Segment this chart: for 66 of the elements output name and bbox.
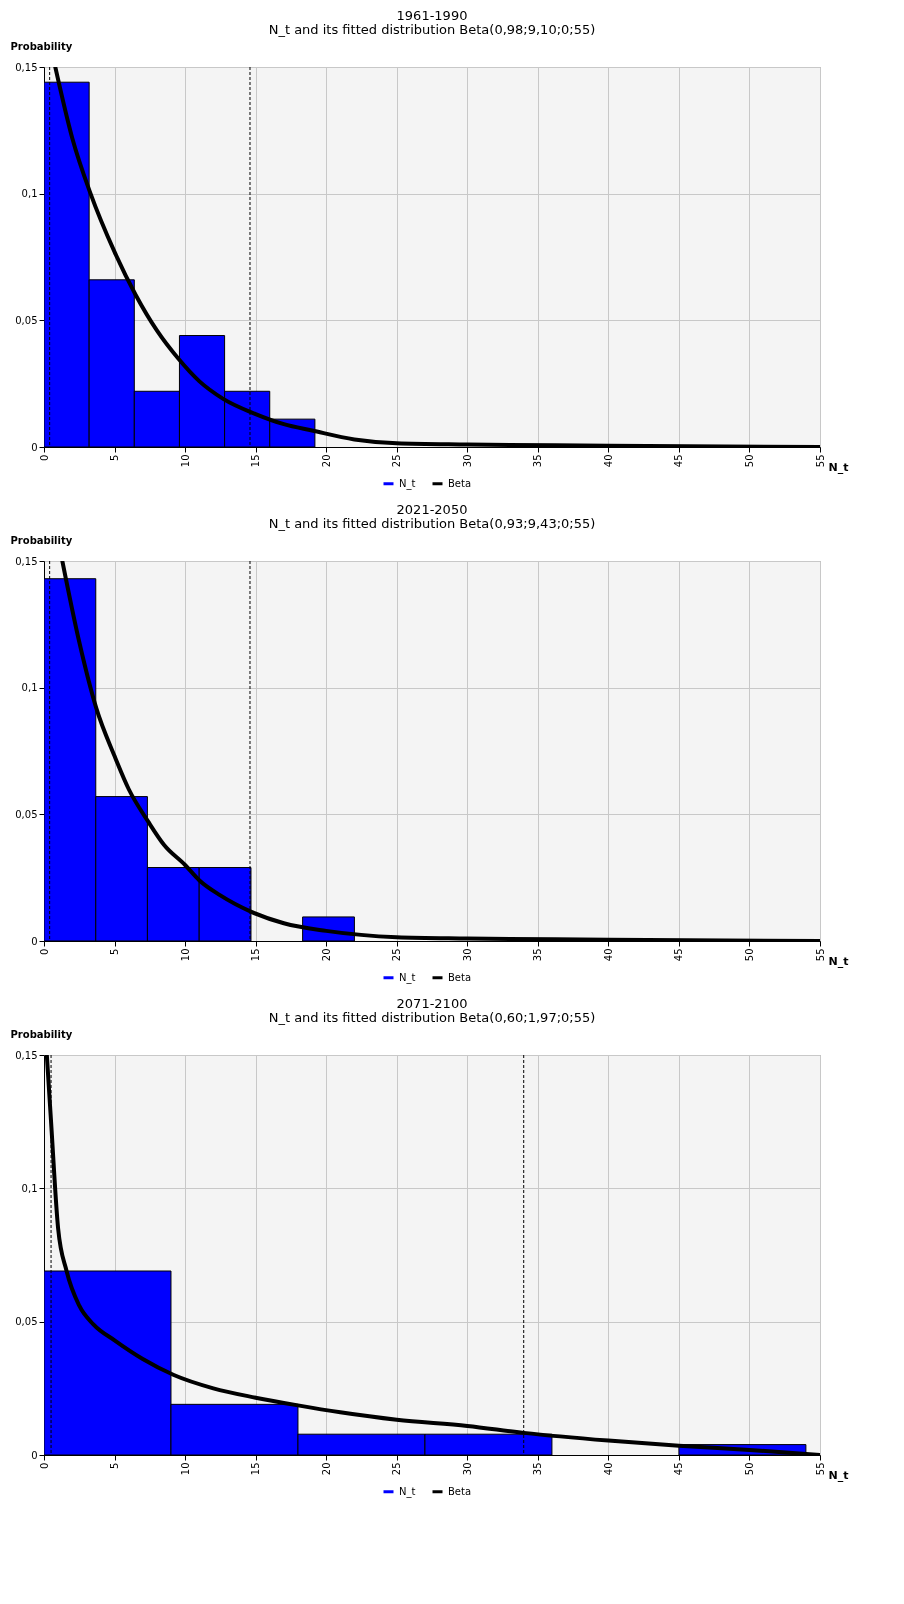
y-tick-label: 0,05 <box>15 1316 38 1328</box>
x-tick-label: 0 <box>38 454 50 461</box>
x-tick-label: 35 <box>532 948 544 962</box>
x-tick-label: 15 <box>250 1462 262 1476</box>
x-tick-label: 45 <box>673 454 685 468</box>
x-tick-label: 20 <box>320 1462 332 1476</box>
x-tick-label: 15 <box>250 948 262 962</box>
x-tick-label: 50 <box>743 1462 755 1476</box>
x-tick-label: 35 <box>532 1462 544 1476</box>
x-tick-label: 40 <box>602 1462 614 1476</box>
x-axis-title: N_t <box>828 460 849 474</box>
x-tick-label: 0 <box>38 1462 50 1469</box>
x-tick-label: 30 <box>461 948 473 962</box>
legend-label: Beta <box>448 971 472 983</box>
x-tick-label: 55 <box>814 948 826 962</box>
y-tick-label: 0,05 <box>15 808 38 820</box>
y-tick-label: 0,05 <box>15 314 38 326</box>
x-tick-label: 5 <box>109 1462 121 1469</box>
y-tick-label: 0 <box>31 935 38 947</box>
x-tick-label: 0 <box>38 948 50 955</box>
x-axis-title: N_t <box>828 954 849 968</box>
x-tick-label: 25 <box>391 454 403 468</box>
y-tick-label: 0,15 <box>15 555 38 567</box>
legend-label: Beta <box>448 1485 472 1497</box>
y-axis-title: Probability <box>10 1028 73 1040</box>
x-tick-label: 55 <box>814 1462 826 1476</box>
y-tick-label: 0,1 <box>21 1182 38 1194</box>
x-tick-label: 45 <box>673 1462 685 1476</box>
y-tick-label: 0 <box>31 1449 38 1461</box>
y-axis-title: Probability <box>10 534 73 546</box>
x-tick-label: 30 <box>461 454 473 468</box>
x-tick-label: 20 <box>320 454 332 468</box>
chart-subtitle: N_t and its fitted distribution Beta(0,93;9,43;0;55) <box>268 516 596 531</box>
x-tick-label: 35 <box>532 454 544 468</box>
x-tick-label: 40 <box>602 454 614 468</box>
chart-title: 1961-1990 <box>396 8 468 23</box>
x-tick-label: 25 <box>391 1462 403 1476</box>
chart-title: 2021-2050 <box>396 502 468 517</box>
x-tick-label: 40 <box>602 948 614 962</box>
legend-label: N_t <box>399 477 416 490</box>
chart-subtitle: N_t and its fitted distribution Beta(0,98;9,10;0;55) <box>268 22 596 37</box>
x-tick-label: 45 <box>673 948 685 962</box>
y-axis-title: Probability <box>10 40 73 52</box>
y-tick-label: 0,1 <box>21 682 38 694</box>
x-tick-label: 5 <box>109 454 121 461</box>
y-tick-label: 0 <box>31 441 38 453</box>
y-tick-label: 0,1 <box>21 188 38 200</box>
legend-label: N_t <box>399 1485 416 1498</box>
x-tick-label: 55 <box>814 454 826 468</box>
y-tick-label: 0,15 <box>15 61 38 73</box>
x-axis-title: N_t <box>828 1468 849 1482</box>
x-tick-label: 10 <box>179 454 191 468</box>
x-tick-label: 20 <box>320 948 332 962</box>
chart-title: 2071-2100 <box>396 996 468 1011</box>
x-tick-label: 30 <box>461 1462 473 1476</box>
x-tick-label: 15 <box>250 454 262 468</box>
x-tick-label: 50 <box>743 454 755 468</box>
x-tick-label: 5 <box>109 948 121 955</box>
legend-label: Beta <box>448 477 472 489</box>
legend-label: N_t <box>399 971 416 984</box>
x-tick-label: 10 <box>179 1462 191 1476</box>
y-tick-label: 0,15 <box>15 1049 38 1061</box>
x-tick-label: 50 <box>743 948 755 962</box>
chart-subtitle: N_t and its fitted distribution Beta(0,60;1,97;0;55) <box>268 1010 596 1025</box>
x-tick-label: 10 <box>179 948 191 962</box>
x-tick-label: 25 <box>391 948 403 962</box>
